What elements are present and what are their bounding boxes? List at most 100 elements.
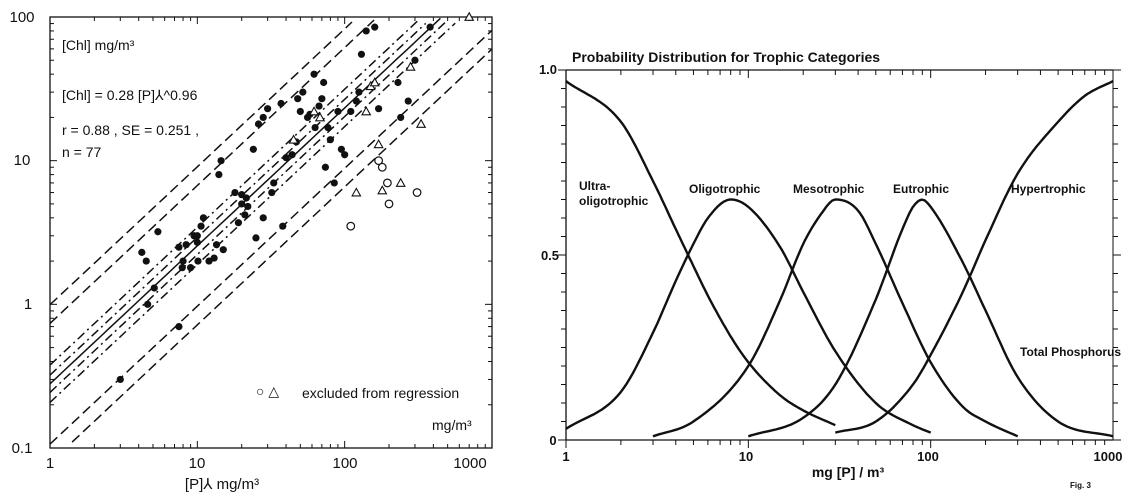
left-xtick-10: 10	[189, 455, 206, 472]
data-point-included	[270, 179, 278, 187]
data-point-included	[288, 151, 296, 159]
curve-mesotrophic	[652, 198, 1019, 438]
right-ytick-0.5: 0.5	[541, 248, 559, 263]
data-point-included	[219, 246, 227, 254]
regression-stats-line2: n = 77	[62, 144, 102, 160]
data-point-included	[238, 200, 246, 208]
data-point-included	[242, 194, 250, 202]
data-point-excluded-triangle	[314, 112, 326, 122]
data-point-included	[330, 179, 338, 187]
data-point-included	[259, 214, 267, 222]
label-oligotrophic: Oligotrophic	[689, 182, 761, 196]
data-point-included	[326, 136, 334, 144]
left-regression-bands	[49, 17, 493, 445]
data-point-included	[355, 88, 363, 96]
data-point-excluded-triangle	[288, 134, 299, 144]
data-point-excluded-circle	[384, 199, 394, 209]
label-hypertrophic: Hypertrophic	[1011, 182, 1086, 196]
data-point-included	[252, 234, 260, 242]
curve-eutrophic	[747, 198, 1114, 438]
left-plot-frame	[49, 16, 493, 449]
data-point-included	[320, 78, 328, 87]
data-point-excluded-triangle	[377, 185, 388, 195]
left-y-axis-label: [Chl] mg/m³	[62, 37, 135, 53]
fig-label: Fig. 3	[1070, 481, 1091, 490]
confidence-band-lower	[49, 22, 456, 403]
data-point-included	[210, 254, 218, 262]
regression-equation: [Chl] = 0.28 [P]⅄^0.96	[62, 87, 198, 103]
prediction-band-upper	[49, 21, 353, 306]
right-axis-ticks	[558, 69, 1121, 448]
data-point-included	[337, 145, 345, 153]
data-point-excluded-triangle	[361, 106, 372, 116]
data-point-included	[193, 238, 201, 246]
data-point-included	[426, 23, 434, 31]
right-xtick-1000: 1000	[1094, 449, 1123, 464]
left-ytick-10: 10	[14, 152, 31, 169]
right-curves	[565, 80, 1114, 438]
data-point-included	[404, 97, 412, 105]
right-chart-title: Probability Distribution for Trophic Cat…	[572, 49, 880, 65]
data-point-included	[142, 257, 150, 265]
label-ultra: Ultra-	[579, 179, 610, 193]
prediction-band-lower	[71, 48, 493, 443]
data-point-included	[179, 257, 187, 265]
x-unit-label: mg/m³	[432, 417, 472, 433]
right-xtick-100: 100	[917, 449, 939, 464]
data-point-included	[411, 56, 419, 64]
data-point-excluded-circle	[374, 156, 384, 166]
data-point-included	[341, 151, 349, 159]
label-oligotrophic-ultra: oligotrophic	[579, 194, 649, 208]
data-point-included	[259, 113, 267, 122]
right-ytick-1: 1.0	[539, 62, 557, 77]
left-ytick-1: 1	[24, 296, 32, 313]
left-ytick-0.1: 0.1	[12, 440, 33, 457]
data-point-excluded-circle	[346, 221, 356, 231]
data-point-included	[178, 264, 186, 272]
data-point-included	[150, 284, 158, 292]
data-point-included	[397, 113, 405, 122]
data-point-excluded-triangle	[373, 138, 384, 149]
data-point-included	[371, 23, 379, 31]
data-point-excluded-circle	[412, 188, 422, 197]
data-point-included	[282, 154, 290, 162]
data-point-included	[231, 188, 239, 197]
legend-symbols: ○ △	[256, 383, 279, 399]
prediction-band-upper	[49, 19, 375, 324]
data-point-included	[249, 145, 257, 153]
prediction-band-lower	[49, 29, 493, 445]
right-x-axis-label: mg [P] / m³	[812, 464, 885, 480]
data-point-included	[362, 27, 370, 35]
data-point-included	[334, 107, 342, 116]
curve-hypertrophic	[834, 80, 1114, 434]
label-eutrophic: Eutrophic	[893, 182, 949, 196]
right-xtick-1: 1	[562, 449, 569, 464]
data-point-excluded-triangle	[405, 61, 416, 71]
data-point-included	[175, 322, 183, 331]
curve-ultra-oligotrophic	[565, 80, 836, 427]
left-xtick-100: 100	[332, 455, 357, 472]
data-point-included	[254, 120, 263, 128]
data-point-excluded-circle	[382, 178, 392, 188]
label-mesotrophic: Mesotrophic	[793, 182, 865, 196]
left-xtick-1000: 1000	[453, 455, 486, 472]
data-point-included	[299, 88, 307, 96]
regression-stats-line1: r = 0.88 , SE = 0.251 ,	[62, 122, 199, 138]
data-point-included	[347, 107, 355, 116]
data-point-included	[321, 163, 330, 171]
data-point-included	[215, 170, 223, 179]
data-point-included	[116, 375, 124, 384]
legend-excluded: excluded from regression	[302, 385, 459, 401]
data-point-included	[268, 188, 276, 197]
data-point-included	[294, 95, 302, 103]
data-point-excluded-circle	[377, 162, 387, 172]
data-point-included	[394, 78, 402, 87]
data-point-included	[296, 107, 304, 116]
data-point-included	[375, 105, 383, 113]
data-point-excluded-triangle	[308, 106, 320, 116]
data-point-included	[244, 202, 252, 211]
data-point-included	[234, 219, 243, 227]
left-scatter-chart: 100 10 1 0.1 1 10 100 1000 [P]⅄ mg/m³ [C…	[9, 9, 493, 493]
total-phosphorus-annotation: Total Phosphorus	[1020, 345, 1121, 359]
data-point-included	[311, 123, 319, 132]
